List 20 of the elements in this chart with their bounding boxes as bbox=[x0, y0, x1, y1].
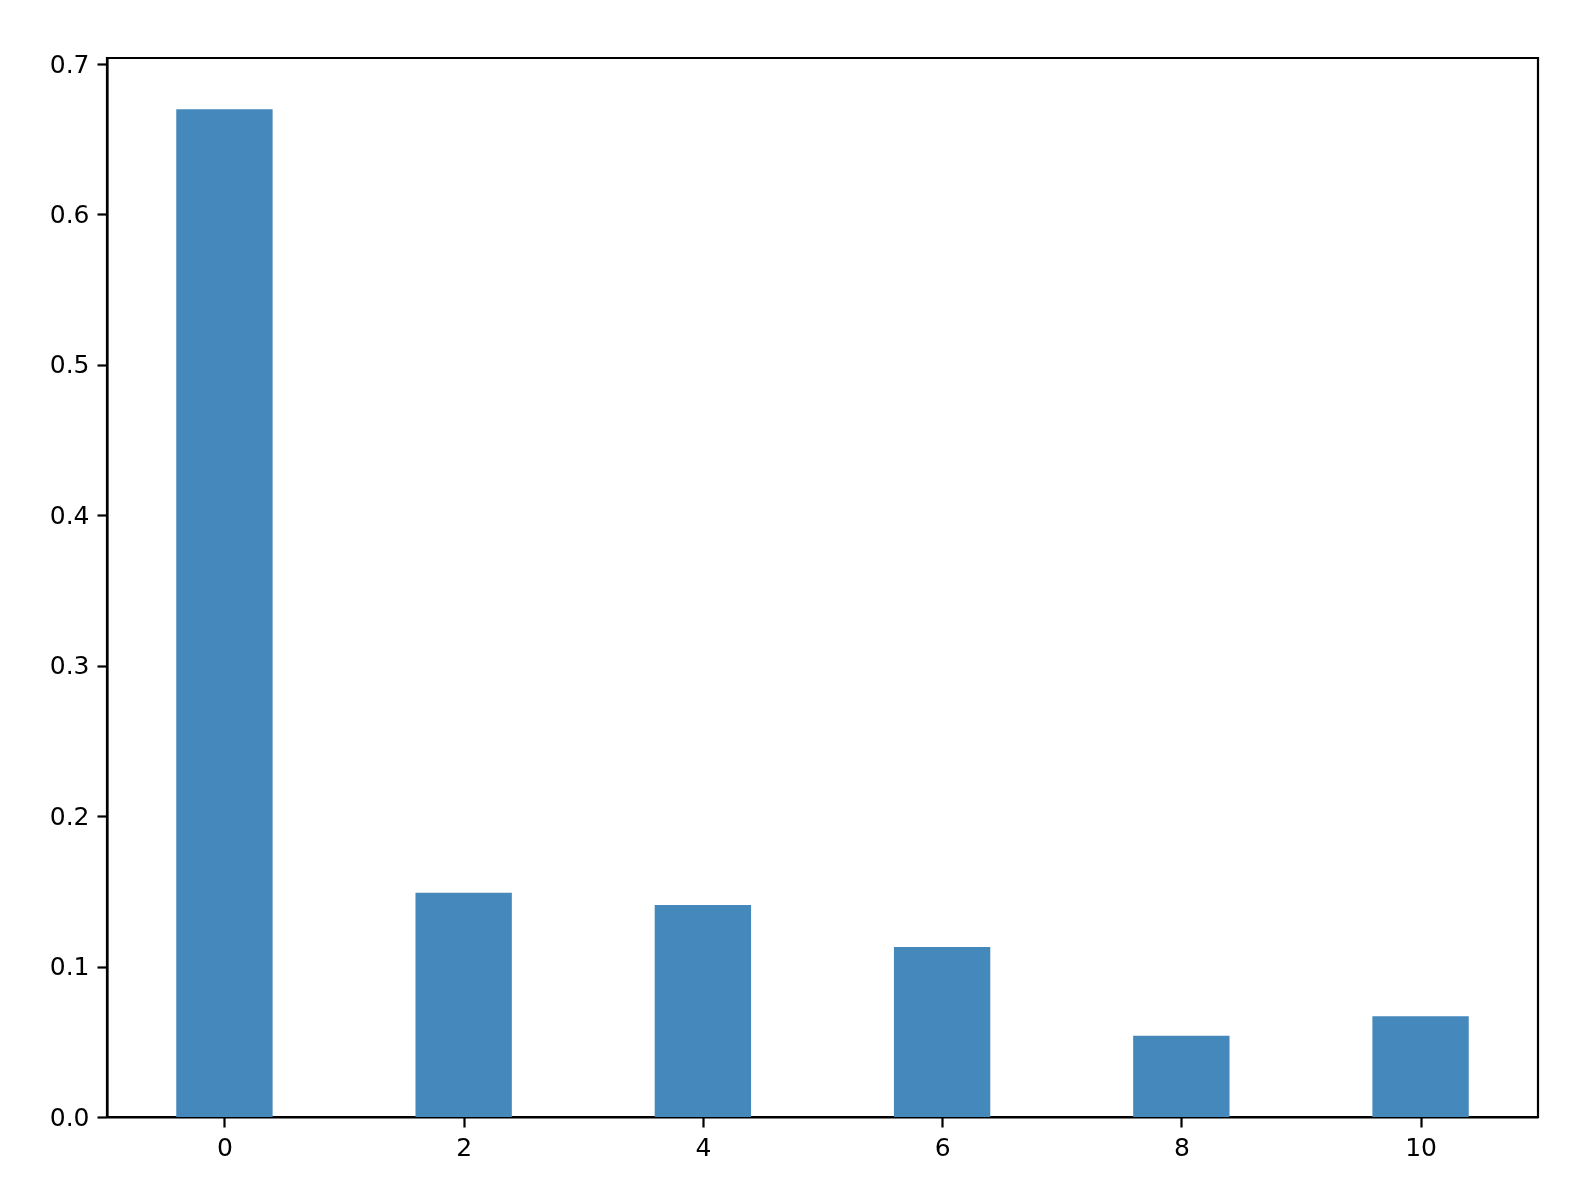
x-tick-label: 6 bbox=[934, 1132, 951, 1162]
bar bbox=[893, 947, 991, 1117]
y-tick-label: 0.2 bbox=[49, 801, 90, 831]
y-tick-label: 0.3 bbox=[49, 651, 90, 681]
y-tick-label: 0.5 bbox=[49, 350, 90, 380]
y-tick-label: 0.7 bbox=[49, 49, 90, 79]
x-tick-label: 2 bbox=[456, 1132, 473, 1162]
x-tick-label: 4 bbox=[695, 1132, 712, 1162]
bar bbox=[654, 904, 752, 1117]
bar bbox=[176, 109, 273, 1117]
x-tick-label: 8 bbox=[1173, 1132, 1190, 1162]
bar bbox=[1133, 1035, 1230, 1117]
x-tick-label: 10 bbox=[1405, 1132, 1437, 1162]
bar bbox=[415, 892, 512, 1117]
bar bbox=[1372, 1016, 1469, 1117]
y-tick-label: 0.6 bbox=[49, 199, 90, 229]
y-tick-label: 0.0 bbox=[49, 1102, 90, 1132]
y-tick-label: 0.4 bbox=[49, 500, 90, 530]
x-tick-label: 0 bbox=[216, 1132, 233, 1162]
y-tick-label: 0.1 bbox=[49, 952, 90, 982]
